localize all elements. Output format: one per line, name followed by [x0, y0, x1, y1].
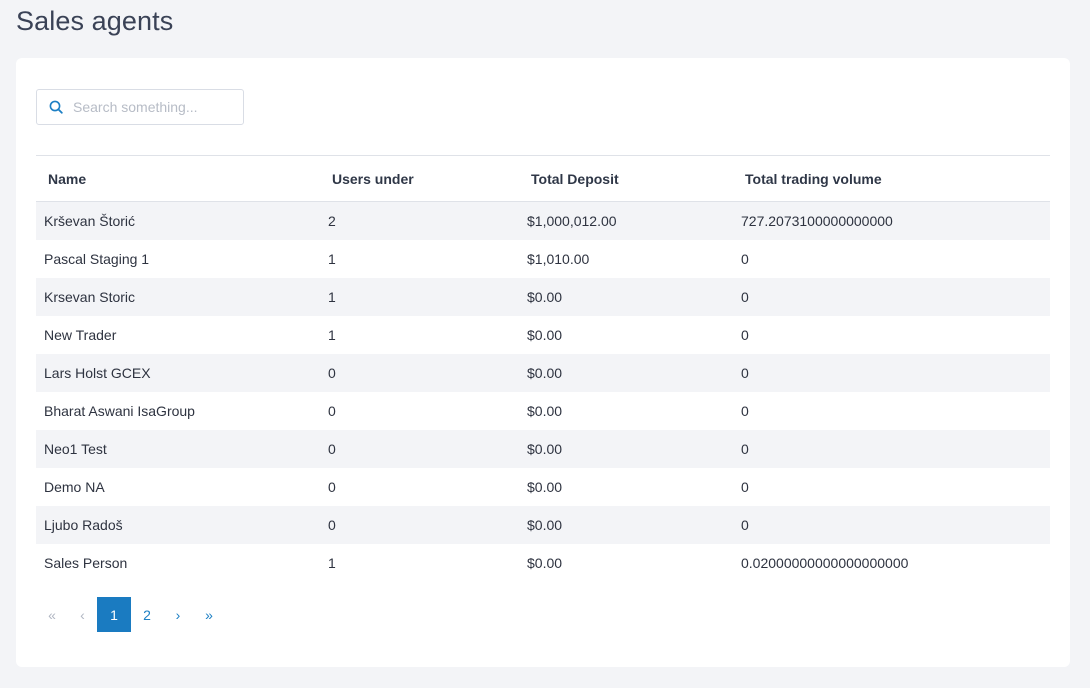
pagination: « ‹ 1 2 › »: [36, 597, 225, 632]
table-row[interactable]: Krsevan Storic 1 $0.00 0: [36, 278, 1050, 316]
total-deposit: $0.00: [527, 403, 563, 419]
table-row[interactable]: Lars Holst GCEX 0 $0.00 0: [36, 354, 1050, 392]
total-trading-volume: 0: [741, 289, 749, 305]
table-header: Name Users under Total Deposit Total tra…: [36, 155, 1050, 202]
agent-name: Sales Person: [44, 555, 128, 571]
next-page-button[interactable]: ›: [175, 606, 181, 623]
column-header-users-under[interactable]: Users under: [332, 170, 414, 187]
users-under: 1: [328, 555, 336, 571]
table-row[interactable]: New Trader 1 $0.00 0: [36, 316, 1050, 354]
sales-agents-card: Name Users under Total Deposit Total tra…: [16, 58, 1070, 667]
total-deposit: $0.00: [527, 479, 563, 495]
users-under: 0: [328, 479, 336, 495]
total-deposit: $0.00: [527, 555, 563, 571]
table-row[interactable]: Ljubo Radoš 0 $0.00 0: [36, 506, 1050, 544]
agent-name: Demo NA: [44, 479, 105, 495]
total-trading-volume: 0: [741, 441, 749, 457]
total-deposit: $0.00: [527, 517, 563, 533]
agent-name: Neo1 Test: [44, 441, 107, 457]
agent-name: Krsevan Storic: [44, 289, 136, 305]
table-row[interactable]: Demo NA 0 $0.00 0: [36, 468, 1050, 506]
users-under: 0: [328, 517, 336, 533]
total-trading-volume: 0: [741, 365, 749, 381]
table-row[interactable]: Pascal Staging 1 1 $1,010.00 0: [36, 240, 1050, 278]
agent-name: New Trader: [44, 327, 117, 343]
search-box[interactable]: [36, 89, 244, 125]
users-under: 1: [328, 251, 336, 267]
table-row[interactable]: Krševan Štorić 2 $1,000,012.00 727.20731…: [36, 202, 1050, 240]
last-page-button[interactable]: »: [205, 606, 213, 623]
page-1-button[interactable]: 1: [97, 597, 131, 632]
table-row[interactable]: Neo1 Test 0 $0.00 0: [36, 430, 1050, 468]
previous-page-button[interactable]: ‹: [80, 606, 85, 623]
total-trading-volume: 0: [741, 517, 749, 533]
agent-name: Lars Holst GCEX: [44, 365, 151, 381]
search-icon: [49, 100, 63, 114]
column-header-name[interactable]: Name: [48, 170, 87, 187]
total-trading-volume: 0: [741, 251, 749, 267]
column-header-total-trading-volume[interactable]: Total trading volume: [745, 170, 882, 187]
total-deposit: $1,000,012.00: [527, 213, 617, 229]
sales-agents-table: Name Users under Total Deposit Total tra…: [36, 155, 1050, 582]
total-trading-volume: 0: [741, 479, 749, 495]
users-under: 0: [328, 365, 336, 381]
total-deposit: $0.00: [527, 289, 563, 305]
users-under: 2: [328, 213, 336, 229]
total-deposit: $0.00: [527, 365, 563, 381]
users-under: 0: [328, 403, 336, 419]
total-trading-volume: 0: [741, 327, 749, 343]
page-title: Sales agents: [16, 6, 174, 36]
agent-name: Krševan Štorić: [44, 213, 136, 229]
agent-name: Ljubo Radoš: [44, 517, 123, 533]
first-page-button[interactable]: «: [48, 606, 56, 623]
users-under: 1: [328, 327, 336, 343]
total-trading-volume: 0.02000000000000000000: [741, 555, 909, 571]
table-row[interactable]: Bharat Aswani IsaGroup 0 $0.00 0: [36, 392, 1050, 430]
users-under: 1: [328, 289, 336, 305]
total-deposit: $0.00: [527, 327, 563, 343]
agent-name: Bharat Aswani IsaGroup: [44, 403, 195, 419]
total-deposit: $0.00: [527, 441, 563, 457]
agent-name: Pascal Staging 1: [44, 251, 150, 267]
users-under: 0: [328, 441, 336, 457]
search-input[interactable]: [73, 99, 233, 115]
total-trading-volume: 0: [741, 403, 749, 419]
column-header-total-deposit[interactable]: Total Deposit: [531, 170, 619, 187]
page-2-button[interactable]: 2: [143, 606, 151, 623]
table-body: Krševan Štorić 2 $1,000,012.00 727.20731…: [36, 202, 1050, 582]
table-row[interactable]: Sales Person 1 $0.00 0.02000000000000000…: [36, 544, 1050, 582]
total-deposit: $1,010.00: [527, 251, 590, 267]
total-trading-volume: 727.2073100000000000: [741, 213, 893, 229]
